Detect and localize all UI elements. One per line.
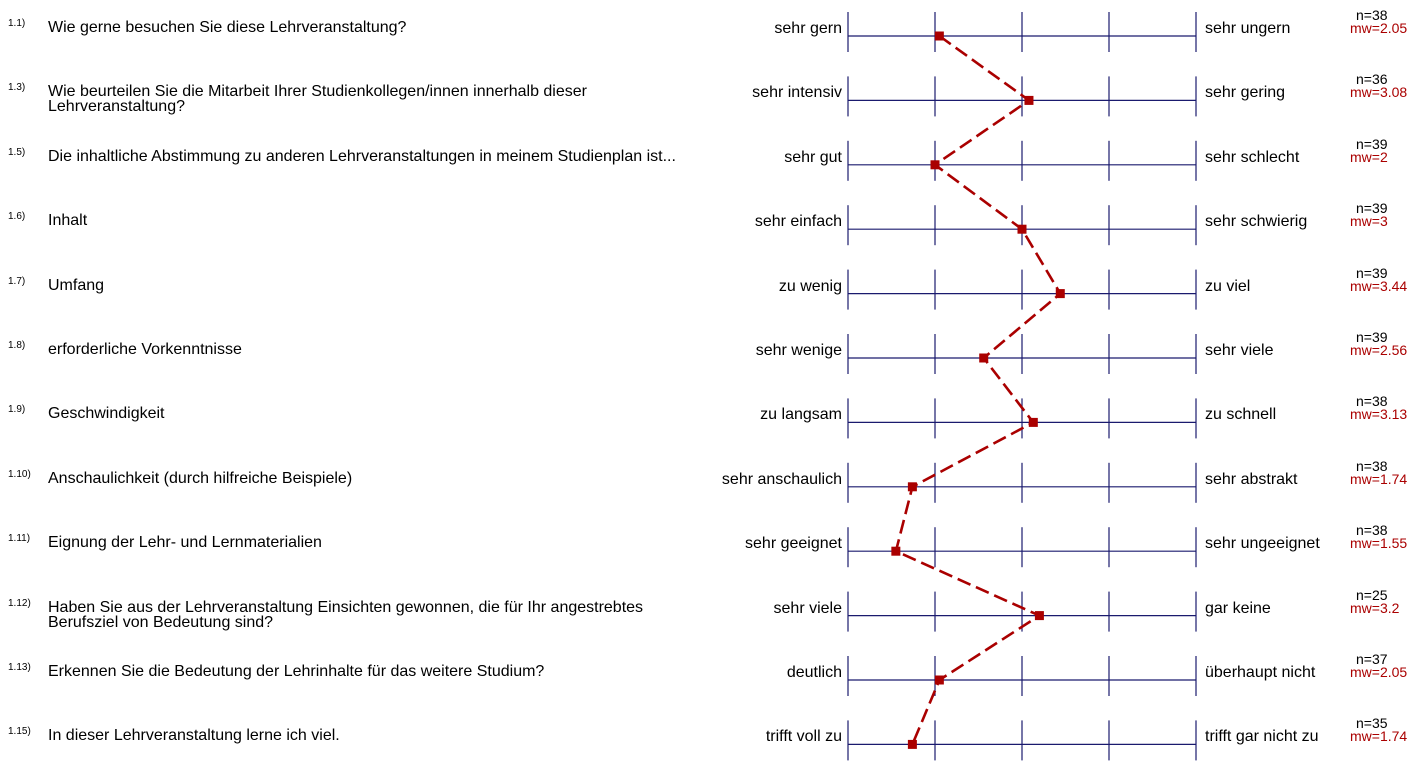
question-text: Erkennen Sie die Bedeutung der Lehrinhal… [48,663,545,680]
item-row: 1.9) Geschwindigkeit zu langsam zu schnell n… [0,394,1421,458]
mean-profile-line [894,34,1062,745]
mean-marker [1055,289,1065,299]
mean-marker [930,160,940,170]
question-text: Geschwindigkeit [48,405,165,423]
left-anchor-label: sehr viele [773,599,842,617]
n-count: n=39 [1356,135,1388,152]
left-anchor-label: zu wenig [778,277,842,295]
item-row: 1.10) Anschaulichkeit (durch hilfreiche B… [0,459,1421,523]
n-count: n=38 [1356,522,1388,539]
left-anchor-label: sehr geeignet [745,535,842,553]
left-anchor-label: sehr intensiv [752,84,842,102]
mean-marker [891,546,901,556]
mean-value-label: mw=1.74 [1350,728,1408,745]
item-number: 1.1) [8,18,26,29]
item-row: 1.7) Umfang zu wenig zu viel n=39 mw=3.44 [0,266,1421,330]
mean-value-label: mw=3.2 [1350,599,1400,616]
n-count: n=37 [1356,651,1388,667]
right-anchor-label: sehr schlecht [1205,148,1300,166]
question-text: Haben Sie aus der Lehrveranstaltung Eins… [48,598,644,631]
right-anchor-label: sehr ungeeignet [1205,535,1320,553]
right-anchor-label: gar keine [1205,599,1271,617]
left-anchor-label: sehr wenige [755,342,842,359]
mean-marker [934,675,944,685]
item-row: 1.12) Haben Sie aus der Lehrveranstaltung… [0,588,1421,652]
mean-marker [1028,417,1038,427]
left-anchor-label: zu langsam [760,406,842,424]
item-row: 1.13) Erkennen Sie die Bedeutung der Lehr… [0,652,1421,716]
item-number: 1.13) [8,662,31,673]
mean-marker [934,31,944,41]
item-row: 1.11) Eignung der Lehr- und Lernmateriali… [0,523,1421,587]
n-count: n=38 [1356,393,1388,410]
item-row: 1.3) Wie beurteilen Sie die Mitarbeit Ihr… [0,72,1421,136]
left-anchor-label: deutlich [786,664,842,681]
n-count: n=35 [1356,715,1388,732]
mean-value-label: mw=3.13 [1350,406,1408,423]
right-anchor-label: zu schnell [1205,406,1277,424]
item-number: 1.11) [8,533,31,545]
mean-value-label: mw=2 [1350,148,1388,165]
item-row: 1.6) Inhalt sehr einfach sehr schwierig n=39… [0,201,1421,265]
question-text: Wie gerne besuchen Sie diese Lehrveranst… [48,19,407,36]
left-anchor-label: trifft voll zu [765,728,842,746]
n-count: n=39 [1356,264,1388,281]
mean-value-label: mw=2.05 [1350,20,1408,36]
mean-value-label: mw=1.55 [1350,535,1408,552]
left-anchor-label: sehr gut [784,148,842,166]
mean-value-label: mw=3.44 [1350,277,1408,294]
item-number: 1.10) [8,468,31,480]
right-anchor-label: sehr gering [1205,84,1286,102]
mean-value-label: mw=1.74 [1350,470,1408,487]
n-count: n=39 [1356,200,1388,217]
item-number: 1.15) [8,726,31,738]
item-number: 1.5) [8,146,26,158]
left-anchor-label: sehr gern [774,20,842,37]
right-anchor-label: sehr ungern [1205,20,1291,37]
question-text: Inhalt [48,212,88,230]
profile-plot [847,12,1197,761]
question-text: In dieser Lehrveranstaltung lerne ich vi… [48,727,340,745]
n-count: n=38 [1356,457,1388,474]
mean-marker [1024,95,1034,105]
profile-chart: 1.1) Wie gerne besuchen Sie diese Lehrver… [0,8,1421,761]
mean-marker [979,353,989,363]
item-number: 1.12) [8,597,31,609]
mean-value-label: mw=2.05 [1350,664,1408,680]
item-row: 1.5) Die inhaltliche Abstimmung zu andere… [0,137,1421,201]
question-text: Eignung der Lehr- und Lernmaterialien [48,534,322,552]
question-text: Anschaulichkeit (durch hilfreiche Beispi… [48,469,353,487]
item-row: 1.1) Wie gerne besuchen Sie diese Lehrver… [0,8,1421,72]
n-count: n=38 [1356,7,1388,23]
question-text: erforderliche Vorkenntnisse [48,341,242,358]
n-count: n=36 [1356,71,1388,88]
right-anchor-label: trifft gar nicht zu [1205,728,1319,746]
item-number: 1.3) [8,82,26,94]
mean-value-label: mw=3 [1350,213,1388,230]
question-text: Die inhaltliche Abstimmung zu anderen Le… [48,147,676,165]
mean-marker [907,482,917,492]
right-anchor-label: überhaupt nicht [1205,664,1316,681]
item-number: 1.9) [8,404,26,416]
mean-value-label: mw=3.08 [1350,84,1408,101]
item-number: 1.6) [8,211,26,223]
mean-value-label: mw=2.56 [1350,342,1408,358]
n-count: n=39 [1356,329,1388,345]
item-row: 1.8) erforderliche Vorkenntnisse sehr weni… [0,330,1421,394]
question-text: Umfang [48,276,105,294]
right-anchor-label: sehr schwierig [1205,213,1308,231]
left-anchor-label: sehr anschaulich [721,470,842,488]
left-anchor-label: sehr einfach [754,213,842,231]
mean-marker [1034,611,1044,621]
right-anchor-label: sehr viele [1205,342,1274,359]
item-row: 1.15) In dieser Lehrveranstaltung lerne i… [0,716,1421,780]
item-number: 1.7) [8,275,26,287]
question-text: Wie beurteilen Sie die Mitarbeit Ihrer S… [48,83,587,116]
n-count: n=25 [1356,586,1388,603]
mean-marker [1017,224,1027,234]
right-anchor-label: sehr abstrakt [1205,470,1298,488]
item-number: 1.8) [8,340,26,351]
right-anchor-label: zu viel [1205,277,1251,295]
